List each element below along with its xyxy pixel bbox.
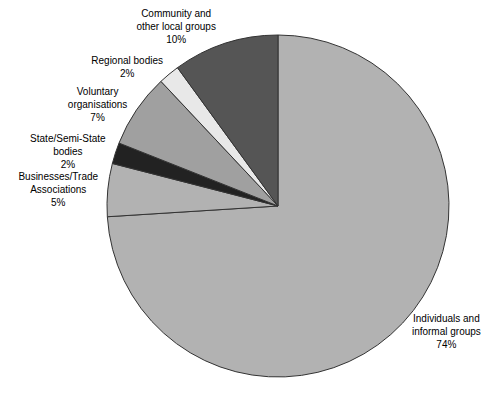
svg-text:State/Semi-Statebodies2%: State/Semi-Statebodies2% xyxy=(30,133,106,170)
svg-text:Regional bodies2%: Regional bodies2% xyxy=(91,55,163,79)
svg-text:Voluntaryorganisations7%: Voluntaryorganisations7% xyxy=(68,86,127,123)
svg-text:Businesses/TradeAssociations5%: Businesses/TradeAssociations5% xyxy=(18,171,98,208)
svg-text:Community andother local group: Community andother local groups10% xyxy=(136,8,216,45)
svg-text:Individuals andinformal groups: Individuals andinformal groups74% xyxy=(412,313,481,350)
